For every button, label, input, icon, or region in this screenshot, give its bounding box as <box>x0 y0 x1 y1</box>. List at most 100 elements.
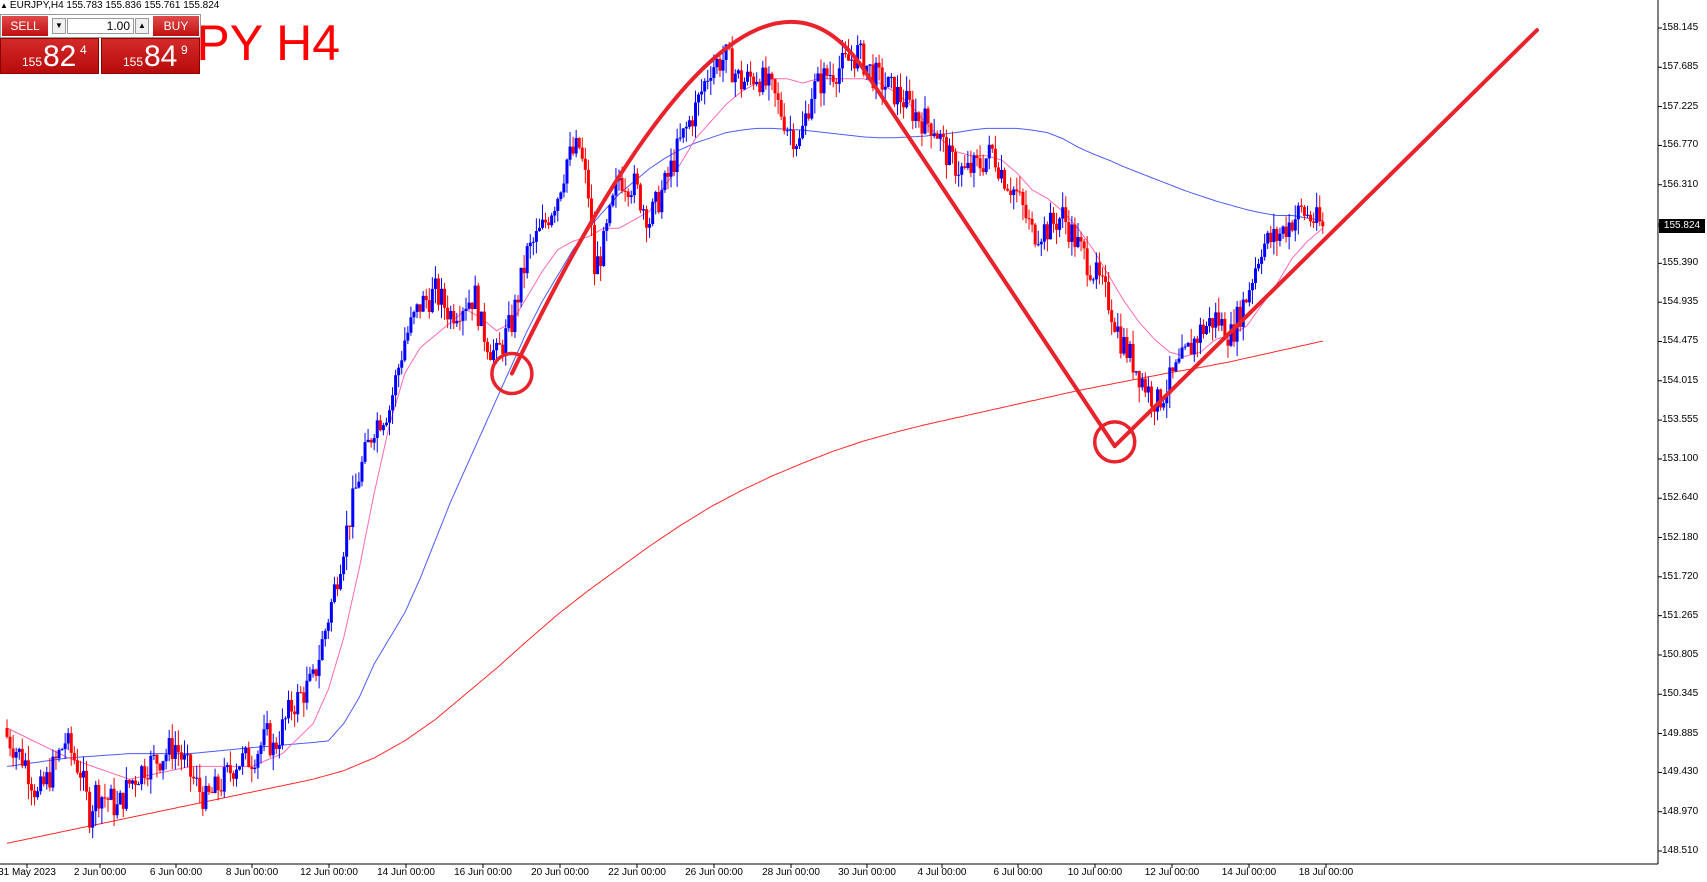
candle-body <box>1125 337 1129 358</box>
candle <box>544 212 548 229</box>
candle <box>121 792 125 818</box>
candle-body <box>825 68 829 76</box>
candle-body <box>1042 224 1046 242</box>
sell-price-button[interactable]: 155 82 4 <box>0 38 99 74</box>
time-tick-label: 28 Jun 00:00 <box>762 867 820 878</box>
candle <box>1180 334 1184 359</box>
candle <box>785 127 789 136</box>
candle-body <box>470 302 474 310</box>
candle-body <box>920 121 924 134</box>
candle-body <box>984 158 988 172</box>
candle-body <box>1171 367 1175 372</box>
candle-body <box>531 241 535 243</box>
price-tick-label: 152.640 <box>1662 492 1699 504</box>
candle <box>669 148 673 188</box>
candle-body <box>537 227 541 232</box>
trade-panel-toolbar: SELL ▼ 1.00 ▲ BUY <box>0 14 201 38</box>
candle <box>201 786 205 817</box>
candle <box>1000 155 1003 183</box>
buy-price-main: 84 <box>144 40 178 73</box>
candle-body <box>421 295 425 312</box>
sell-button[interactable]: SELL <box>2 16 48 36</box>
candle <box>222 757 226 798</box>
candle-body <box>11 748 15 758</box>
lot-size-input[interactable]: 1.00 <box>67 18 134 34</box>
price-tick-label: 155.390 <box>1662 257 1699 269</box>
candle <box>1006 183 1010 192</box>
candle <box>788 115 792 146</box>
candle <box>837 55 841 93</box>
candle <box>739 60 743 98</box>
candle <box>440 278 444 319</box>
lot-decrease-button[interactable]: ▼ <box>52 18 66 34</box>
chart-frame <box>0 0 1662 868</box>
time-tick-label: 12 Jun 00:00 <box>300 867 358 878</box>
candle-body <box>1174 362 1178 372</box>
candle <box>45 766 49 790</box>
candle-body <box>501 344 505 354</box>
candle-body <box>430 288 434 312</box>
candle-body <box>1052 212 1056 224</box>
candle-body <box>244 747 248 754</box>
candle <box>1260 249 1264 275</box>
candle-body <box>45 772 49 785</box>
candle <box>1042 216 1046 250</box>
lot-increase-button[interactable]: ▲ <box>135 18 149 34</box>
candle-body <box>1263 243 1267 257</box>
candle <box>1257 258 1261 272</box>
candle <box>192 766 196 785</box>
candle-body <box>859 43 863 46</box>
price-tick-label: 157.225 <box>1662 100 1699 112</box>
candle-body <box>1253 268 1257 283</box>
candle <box>684 121 688 142</box>
candle-body <box>443 288 447 308</box>
candle <box>969 150 973 178</box>
candle-body <box>357 481 361 488</box>
candle-body <box>256 753 260 768</box>
candle <box>63 732 67 760</box>
candle <box>360 456 364 487</box>
candle <box>238 765 242 771</box>
candle-body <box>1128 344 1132 358</box>
candle <box>850 45 854 71</box>
candle-body <box>473 285 477 310</box>
collapse-triangle-icon[interactable]: ▲ <box>0 1 8 10</box>
candle-body <box>36 791 40 798</box>
candle <box>259 741 263 764</box>
candle <box>1119 313 1123 359</box>
candle-body <box>161 761 165 771</box>
candle <box>810 88 814 121</box>
candle-body <box>914 112 918 121</box>
candle <box>103 783 107 808</box>
candle-body <box>544 219 548 223</box>
candle-body <box>54 756 58 759</box>
candle <box>1241 291 1245 341</box>
candle <box>332 576 336 604</box>
candle <box>29 777 33 806</box>
candle <box>1315 192 1319 231</box>
candle-body <box>602 230 606 267</box>
candle-body <box>63 743 67 750</box>
candle-body <box>694 102 697 127</box>
candle-body <box>917 112 921 122</box>
candle-body <box>1012 189 1016 195</box>
candle-body <box>822 68 826 94</box>
candle <box>1027 209 1031 230</box>
candle-body <box>323 630 327 640</box>
candle-body <box>1284 226 1288 237</box>
candle-body <box>969 162 973 173</box>
buy-price-button[interactable]: 155 84 9 <box>101 38 200 74</box>
rounded-top-curve <box>509 20 872 376</box>
candle-body <box>363 442 367 462</box>
candle-body <box>476 285 480 326</box>
buy-button[interactable]: BUY <box>153 16 199 36</box>
candle-body <box>238 766 242 770</box>
candle-body <box>960 166 964 175</box>
candle <box>700 79 704 101</box>
candle-body <box>663 173 667 191</box>
candle-body <box>764 67 768 86</box>
candle-body <box>1070 224 1074 242</box>
price-tick-label: 148.970 <box>1662 805 1699 817</box>
candle-body <box>767 73 771 86</box>
